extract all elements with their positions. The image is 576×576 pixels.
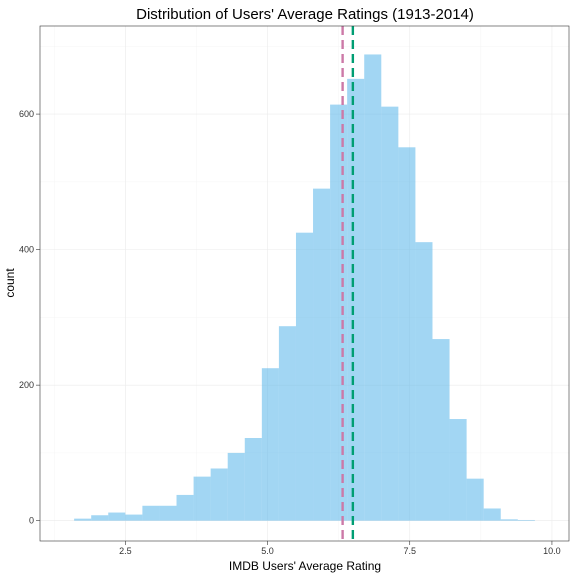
y-tick-label: 200 (19, 380, 34, 390)
histogram-bar (91, 515, 109, 521)
histogram-bar (500, 519, 518, 521)
x-axis: 2.5 5.0 7.5 10.0 (119, 541, 561, 556)
histogram-bar (176, 494, 194, 521)
y-axis-label: count (3, 268, 17, 298)
histogram-bar (449, 419, 467, 521)
x-tick-label: 7.5 (403, 546, 416, 556)
histogram-bar (125, 514, 143, 521)
histogram-bar (364, 54, 382, 521)
histogram-bar (517, 519, 535, 521)
histogram-bar (74, 518, 92, 521)
histogram-bar (210, 468, 228, 521)
histogram-bar (466, 478, 484, 521)
histogram-bar (330, 104, 348, 521)
histogram-bar (415, 242, 433, 521)
plot-panel-border (39, 25, 570, 542)
x-tick-label: 5.0 (261, 546, 274, 556)
reference-lines (341, 26, 355, 541)
bars (74, 54, 535, 521)
histogram-bar (295, 232, 314, 521)
histogram-bar (347, 78, 365, 521)
histogram-bar (193, 476, 211, 521)
histogram-bar (313, 188, 331, 521)
histogram-bar (142, 505, 160, 521)
histogram-bar (227, 452, 245, 521)
histogram-bar (244, 438, 262, 521)
histogram-bar (398, 147, 416, 521)
histogram-bar (381, 106, 399, 521)
histogram-bar (261, 368, 279, 521)
y-tick-label: 0 (29, 516, 34, 526)
chart-title: Distribution of Users' Average Ratings (… (136, 6, 474, 23)
histogram-bar (432, 339, 450, 521)
y-axis: 0 200 400 600 (19, 109, 40, 526)
x-tick-label: 10.0 (543, 546, 561, 556)
y-tick-label: 600 (19, 109, 34, 119)
histogram-bar (159, 505, 177, 521)
x-axis-label: IMDB Users' Average Rating (229, 559, 381, 573)
histogram-bar (483, 508, 501, 521)
histogram-bar (278, 326, 296, 521)
y-tick-label: 400 (19, 245, 34, 255)
x-tick-label: 2.5 (119, 546, 132, 556)
histogram-bar (108, 512, 126, 521)
